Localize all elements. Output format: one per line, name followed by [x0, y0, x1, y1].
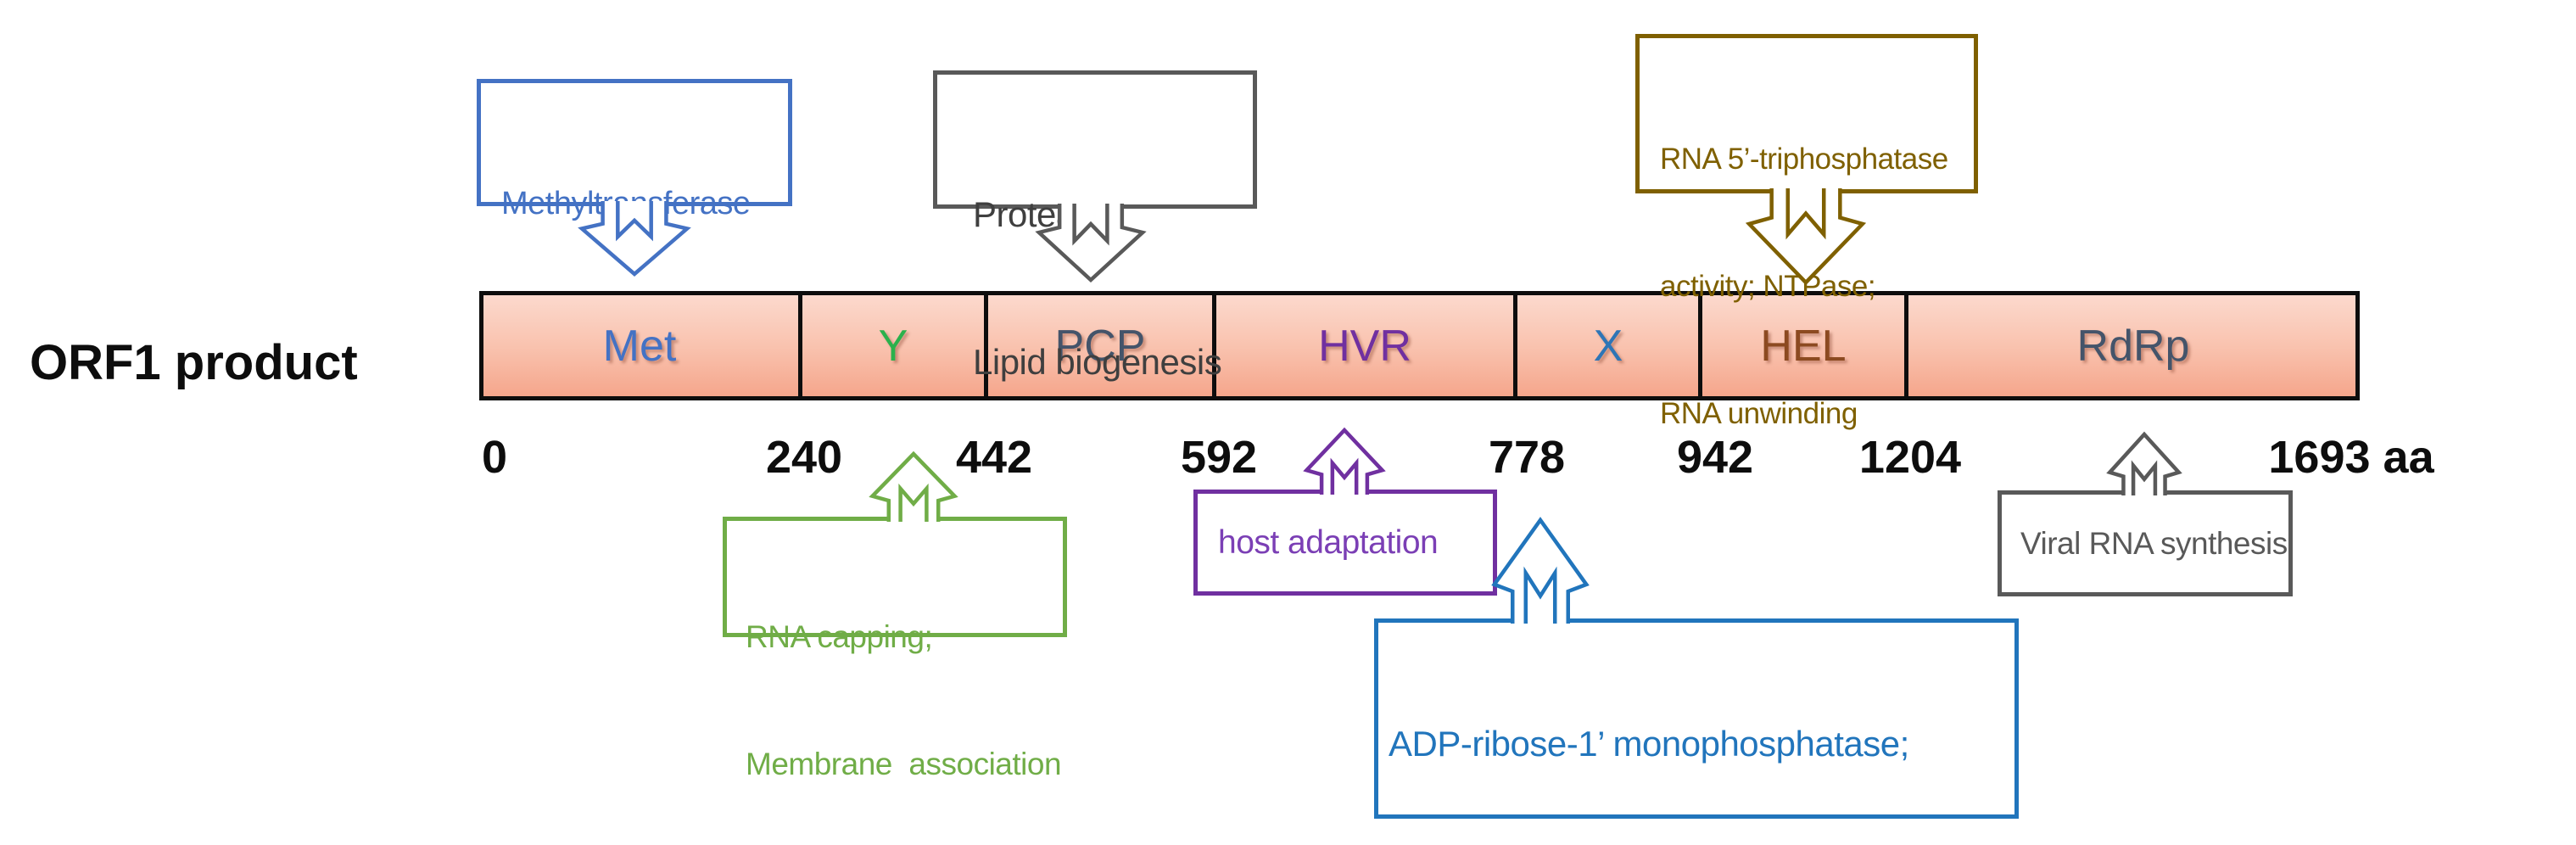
down-arrow-icon: [580, 201, 689, 274]
scale-marker-442: 442: [955, 432, 1033, 483]
domain-label-rdrp: RdRp: [2076, 321, 2190, 371]
bar-divider-942: [1698, 295, 1702, 396]
callout-protease: Protease; Lipid biogenesis: [933, 70, 1257, 382]
callout-text-line: RNA 5’-triphosphatase: [1660, 143, 1948, 176]
callout-text-line: Viral RNA synthesis: [2020, 525, 2288, 561]
bar-divider-778: [1513, 295, 1517, 396]
bar-divider-240: [798, 295, 802, 396]
callout-x-domain-functions: ADP-ribose-1’ monophosphatase; Inhibit i…: [1374, 618, 2019, 819]
scale-marker-778: 778: [1488, 432, 1566, 483]
callout-text-line: host adaptation: [1218, 523, 1439, 561]
up-arrow-icon: [1493, 520, 1588, 624]
scale-marker-1204: 1204: [1858, 432, 1962, 483]
up-arrow-icon: [1305, 430, 1383, 495]
domain-label-pcp: PCP: [1054, 321, 1146, 371]
callout-rna-capping: RNA capping; Membrane association: [723, 517, 1067, 781]
callout-text-line: RNA unwinding: [1660, 397, 1858, 430]
bar-divider-592: [1212, 295, 1216, 396]
down-arrow-icon: [1037, 204, 1144, 280]
callout-host-adaptation: host adaptation: [1193, 490, 1497, 596]
callout-helicase-functions: RNA 5’-triphosphatase activity; NTPase; …: [1635, 34, 1978, 430]
down-arrow-icon: [1747, 188, 1864, 283]
domain-label-y: Y: [878, 321, 908, 371]
domain-label-hvr: HVR: [1318, 321, 1411, 371]
callout-viral-rna-synthesis: Viral RNA synthesis: [1998, 490, 2293, 596]
bar-divider-442: [984, 295, 988, 396]
scale-marker-240: 240: [765, 432, 843, 483]
orf1-product-bar: [479, 291, 2360, 400]
scale-marker-1693aa: 1693 aa: [2268, 432, 2434, 483]
scale-marker-942: 942: [1676, 432, 1754, 483]
up-arrow-icon: [2109, 434, 2180, 495]
bar-divider-1204: [1904, 295, 1908, 396]
domain-label-hel: HEL: [1760, 321, 1847, 371]
domain-label-met: Met: [602, 321, 677, 371]
callout-text-line: activity; NTPase;: [1660, 270, 1876, 303]
up-arrow-icon: [871, 454, 956, 522]
page-title: ORF1 product: [30, 335, 358, 390]
callout-text-line: Membrane association: [746, 747, 1062, 781]
callout-text-line: RNA capping;: [746, 619, 933, 654]
callout-text-line: Lipid biogenesis: [973, 342, 1222, 382]
callout-text-line: ADP-ribose-1’ monophosphatase;: [1389, 724, 1909, 764]
callout-methyltransferase: Methyltransferase: [477, 79, 792, 221]
scale-marker-0: 0: [481, 432, 508, 483]
scale-marker-592: 592: [1180, 432, 1258, 483]
domain-label-x: X: [1593, 321, 1623, 371]
